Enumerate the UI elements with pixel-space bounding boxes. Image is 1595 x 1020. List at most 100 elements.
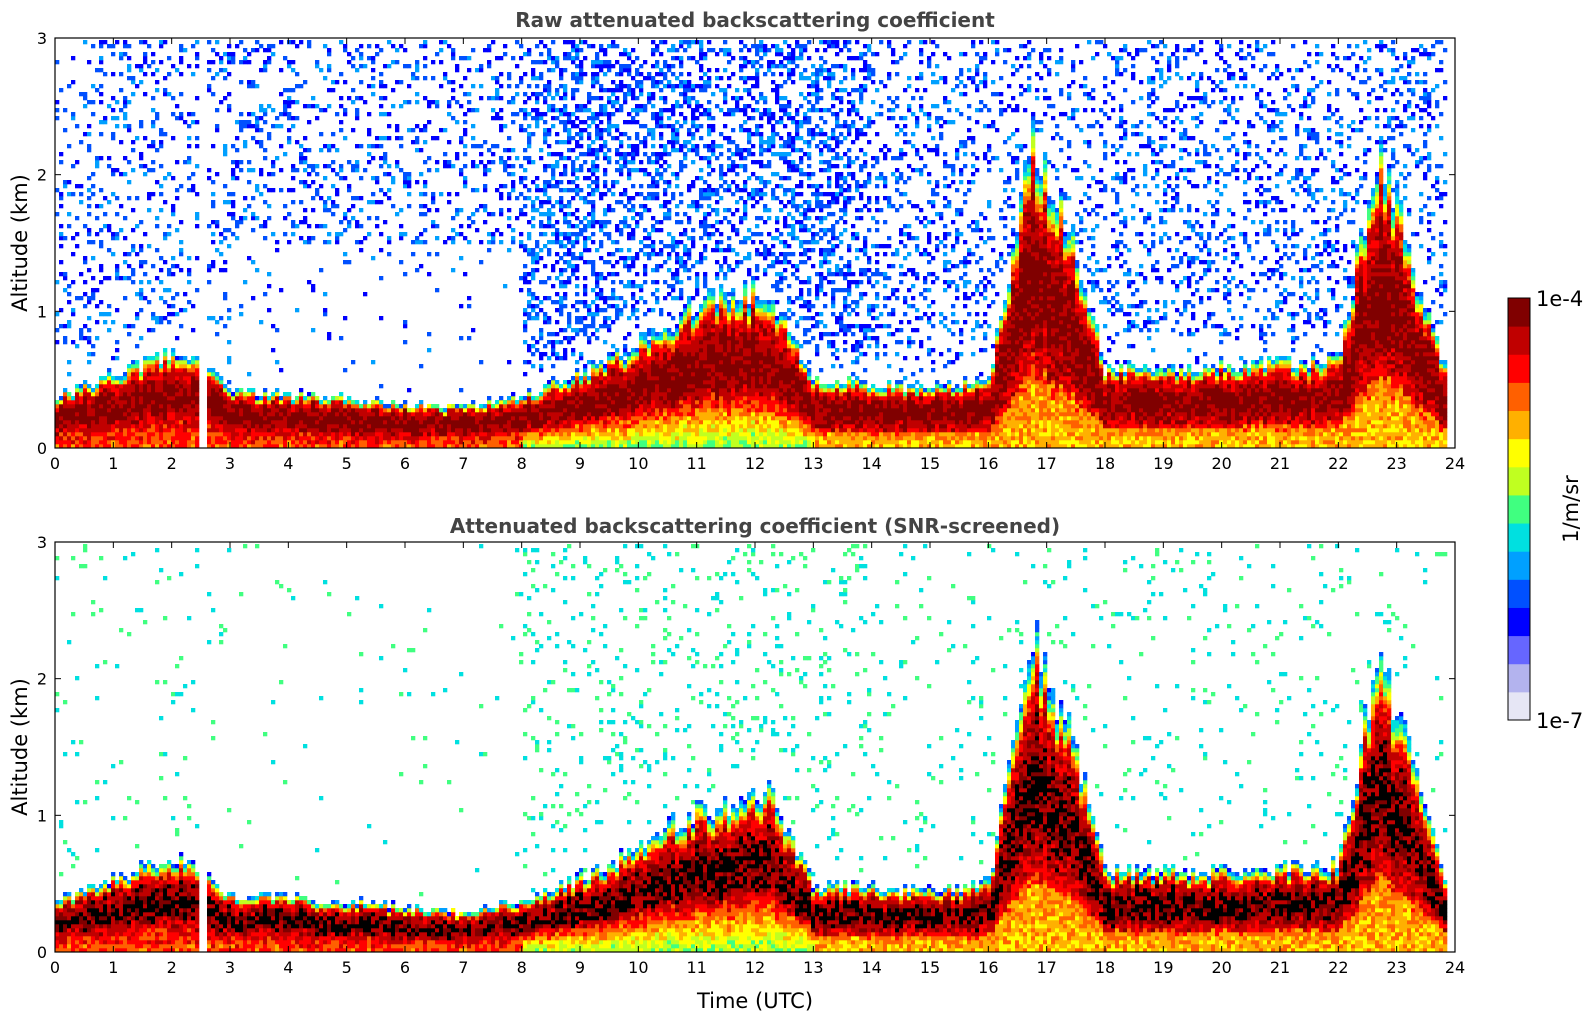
heatmap-cell: [207, 400, 212, 405]
heatmap-cell: [383, 408, 388, 413]
heatmap-cell: [175, 68, 180, 73]
heatmap-cell: [471, 412, 476, 417]
heatmap-cell: [375, 180, 380, 185]
heatmap-cell: [591, 64, 596, 69]
heatmap-cell: [575, 184, 580, 189]
heatmap-cell: [555, 200, 560, 205]
heatmap-cell: [279, 112, 284, 117]
heatmap-cell: [615, 272, 620, 277]
heatmap-cell: [71, 252, 76, 257]
heatmap-cell: [631, 228, 636, 233]
heatmap-cell: [151, 96, 156, 101]
heatmap-cell: [547, 212, 552, 217]
plot-area: [55, 40, 1448, 448]
heatmap-cell: [427, 404, 432, 409]
heatmap-cell: [579, 444, 584, 448]
heatmap-cell: [463, 428, 468, 433]
heatmap-cell: [627, 88, 632, 93]
heatmap-cell: [351, 64, 356, 69]
heatmap-cell: [227, 200, 232, 205]
heatmap-cell: [527, 316, 532, 321]
heatmap-cell: [463, 144, 468, 149]
heatmap-cell: [131, 280, 136, 285]
heatmap-cell: [555, 440, 560, 445]
heatmap-cell: [107, 164, 112, 169]
heatmap-cell: [115, 408, 120, 413]
heatmap-cell: [219, 392, 224, 397]
heatmap-cell: [219, 432, 224, 437]
heatmap-cell: [575, 208, 580, 213]
heatmap-cell: [343, 136, 348, 141]
heatmap-cell: [219, 412, 224, 417]
heatmap-cell: [439, 408, 444, 413]
heatmap-cell: [271, 404, 276, 409]
heatmap-cell: [619, 172, 624, 177]
heatmap-cell: [435, 436, 440, 441]
heatmap-cell: [455, 440, 460, 445]
heatmap-cell: [303, 168, 308, 173]
heatmap-cell: [587, 212, 592, 217]
heatmap-cell: [191, 436, 196, 441]
heatmap-cell: [539, 60, 544, 65]
heatmap-cell: [91, 352, 96, 357]
heatmap-cell: [471, 108, 476, 113]
heatmap-cell: [631, 432, 636, 437]
heatmap-cell: [523, 440, 528, 445]
heatmap-cell: [335, 80, 340, 85]
heatmap-cell: [447, 444, 452, 448]
heatmap-cell: [635, 192, 640, 197]
heatmap-cell: [599, 120, 604, 125]
heatmap-cell: [531, 76, 536, 81]
heatmap-cell: [651, 440, 656, 445]
heatmap-cell: [155, 368, 160, 373]
heatmap-cell: [87, 340, 92, 345]
heatmap-cell: [255, 184, 260, 189]
heatmap-cell: [403, 64, 408, 69]
heatmap-cell: [459, 432, 464, 437]
heatmap-cell: [423, 424, 428, 429]
heatmap-cell: [447, 236, 452, 241]
heatmap-cell: [239, 428, 244, 433]
heatmap-cell: [159, 368, 164, 373]
heatmap-cell: [447, 436, 452, 441]
heatmap-cell: [599, 384, 604, 389]
heatmap-cell: [595, 416, 600, 421]
heatmap-cell: [167, 268, 172, 273]
heatmap-cell: [55, 436, 60, 441]
heatmap-cell: [119, 396, 124, 401]
heatmap-cell: [543, 244, 548, 249]
heatmap-cell: [183, 400, 188, 405]
heatmap-cell: [651, 216, 656, 221]
heatmap-cell: [431, 100, 436, 105]
heatmap-cell: [99, 404, 104, 409]
heatmap-cell: [107, 228, 112, 233]
heatmap-cell: [259, 140, 264, 145]
heatmap-cell: [147, 168, 152, 173]
heatmap-cell: [643, 432, 648, 437]
heatmap-cell: [391, 400, 396, 405]
heatmap-cell: [555, 164, 560, 169]
heatmap-cell: [119, 424, 124, 429]
heatmap-cell: [239, 160, 244, 165]
heatmap-cell: [615, 392, 620, 397]
heatmap-cell: [71, 432, 76, 437]
heatmap-cell: [315, 420, 320, 425]
heatmap-cell: [235, 148, 240, 153]
heatmap-cell: [471, 328, 476, 333]
heatmap-cell: [99, 440, 104, 445]
heatmap-cell: [195, 404, 200, 409]
heatmap-cell: [79, 336, 84, 341]
heatmap-cell: [439, 420, 444, 425]
heatmap-cell: [163, 412, 168, 417]
heatmap-cell: [615, 128, 620, 133]
heatmap-cell: [91, 428, 96, 433]
heatmap-cell: [383, 160, 388, 165]
heatmap-cell: [663, 260, 668, 265]
heatmap-cell: [651, 96, 656, 101]
heatmap-cell: [663, 360, 668, 365]
heatmap-cell: [639, 356, 644, 361]
heatmap-cell: [291, 424, 296, 429]
heatmap-cell: [607, 396, 612, 401]
heatmap-cell: [111, 356, 116, 361]
heatmap-cell: [187, 364, 192, 369]
